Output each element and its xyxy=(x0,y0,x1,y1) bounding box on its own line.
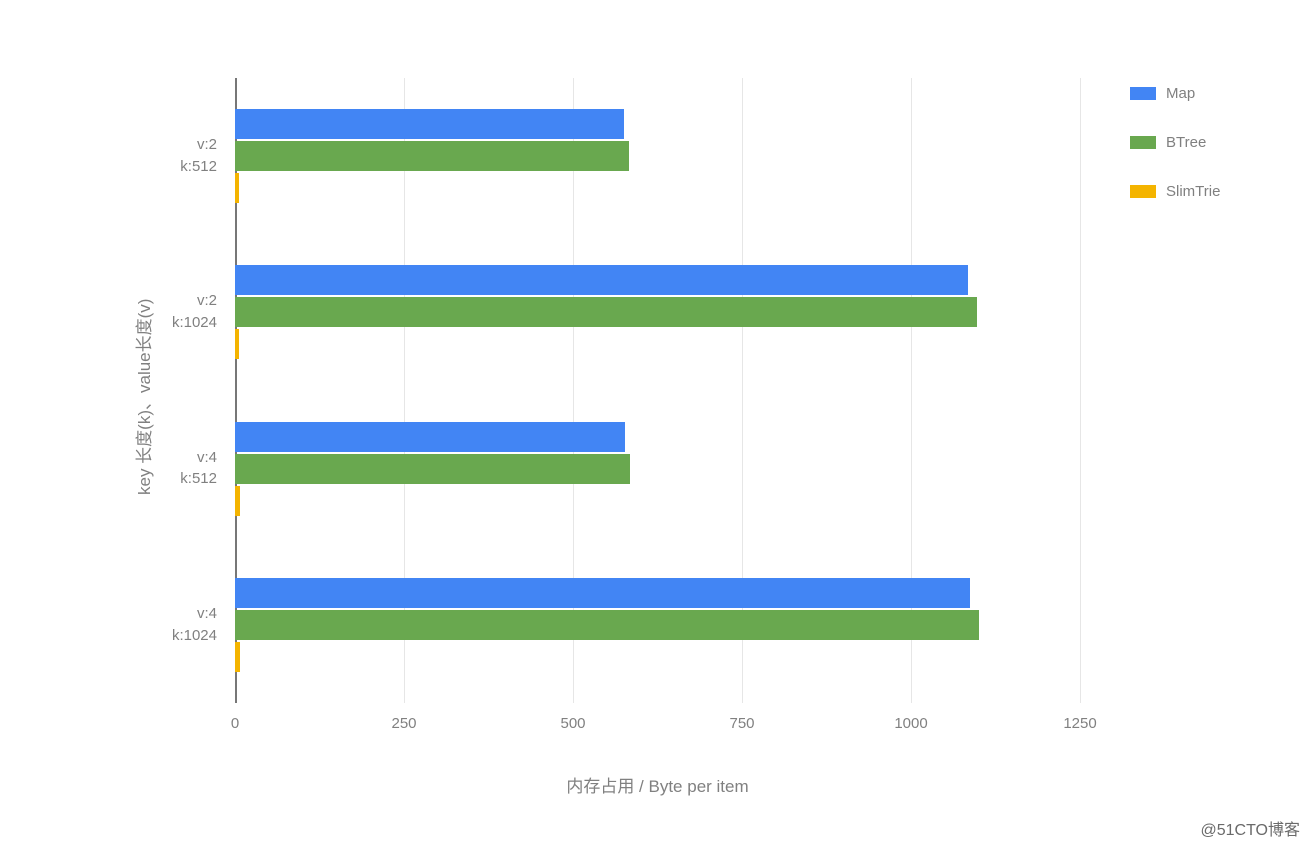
x-tick: 0 xyxy=(231,715,239,732)
memory-usage-chart: 内存占用 / Byte per item key 长度(k)、value长度(v… xyxy=(0,0,1308,844)
legend-label: SlimTrie xyxy=(1166,183,1220,200)
bar-map xyxy=(235,578,970,608)
category-label: v:4 k:512 xyxy=(0,447,217,491)
legend-item: Map xyxy=(1130,85,1220,102)
bar-btree xyxy=(235,297,977,327)
gridline xyxy=(1080,78,1081,703)
legend-swatch xyxy=(1130,136,1156,149)
legend: Map BTree SlimTrie xyxy=(1130,85,1220,232)
legend-item: BTree xyxy=(1130,134,1220,151)
x-tick: 1250 xyxy=(1063,715,1096,732)
category-label: v:2 k:512 xyxy=(0,134,217,178)
bar-slimtrie xyxy=(235,329,239,359)
bar-group xyxy=(235,391,1080,547)
bar-btree xyxy=(235,610,979,640)
bar-slimtrie xyxy=(235,642,240,672)
bar-slimtrie xyxy=(235,486,240,516)
bar-btree xyxy=(235,141,629,171)
x-tick: 1000 xyxy=(894,715,927,732)
legend-label: Map xyxy=(1166,85,1195,102)
bar-slimtrie xyxy=(235,173,239,203)
plot-area xyxy=(235,78,1080,703)
bar-map xyxy=(235,265,968,295)
category-label: v:4 k:1024 xyxy=(0,603,217,647)
watermark: @51CTO博客 xyxy=(1200,816,1300,840)
x-axis-label: 内存占用 / Byte per item xyxy=(235,772,1080,797)
legend-swatch xyxy=(1130,185,1156,198)
legend-swatch xyxy=(1130,87,1156,100)
bar-btree xyxy=(235,454,630,484)
x-tick: 500 xyxy=(560,715,585,732)
bar-group xyxy=(235,547,1080,703)
legend-item: SlimTrie xyxy=(1130,183,1220,200)
bar-map xyxy=(235,422,625,452)
legend-label: BTree xyxy=(1166,134,1206,151)
bar-map xyxy=(235,109,624,139)
bar-group xyxy=(235,234,1080,390)
bar-group xyxy=(235,78,1080,234)
x-tick: 250 xyxy=(391,715,416,732)
x-tick: 750 xyxy=(729,715,754,732)
category-label: v:2 k:1024 xyxy=(0,290,217,334)
